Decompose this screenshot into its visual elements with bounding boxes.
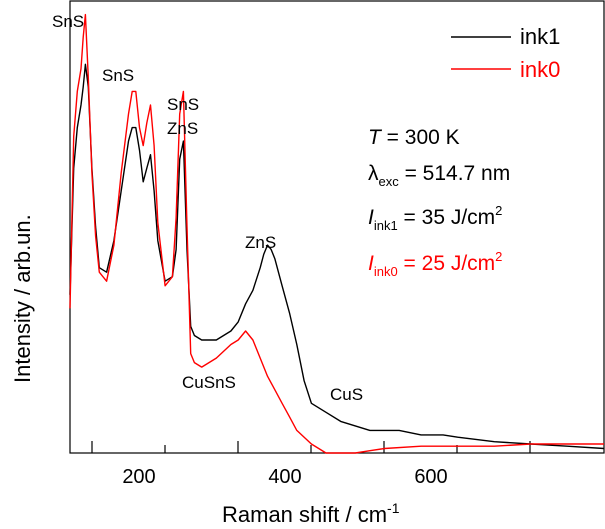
param-wavelength-value: = 514.7 nm — [399, 162, 511, 185]
param-ink1-fluence: Iink1 = 35 J/cm2 — [368, 203, 502, 233]
series-line-ink0 — [69, 13, 604, 454]
annotation-sns-1: SnS — [52, 12, 84, 31]
legend: ink1 ink0 — [451, 24, 560, 82]
param-ink0-fluence: Iink0 = 25 J/cm2 — [368, 249, 502, 279]
annotation-cusns: CuSnS — [182, 373, 236, 392]
annotation-zns-1: ZnS — [167, 119, 198, 138]
param-ink0-sup: 2 — [495, 249, 502, 264]
param-temperature-symbol: T — [368, 126, 383, 149]
param-ink1-value: = 35 J/cm — [398, 206, 495, 229]
param-ink1-symbol: I — [368, 206, 374, 229]
x-axis-title-sup: -1 — [387, 500, 400, 516]
param-ink0-symbol: I — [368, 252, 374, 275]
x-tick-label: 200 — [122, 466, 155, 488]
param-ink1-sup: 2 — [495, 203, 502, 218]
param-wavelength: λexc = 514.7 nm — [368, 162, 510, 189]
param-temperature-value: = 300 K — [381, 126, 460, 149]
x-tick-label: 600 — [414, 466, 447, 488]
param-temperature: T = 300 K — [368, 126, 460, 149]
param-wavelength-symbol: λ — [368, 162, 379, 185]
annotation-sns-3: SnS — [167, 95, 199, 114]
x-axis-title: Raman shift / cm-1 — [222, 500, 400, 527]
legend-label-ink1: ink1 — [520, 24, 560, 49]
param-wavelength-sub: exc — [379, 174, 400, 189]
x-tick-label: 400 — [268, 466, 301, 488]
annotation-sns-2: SnS — [102, 66, 134, 85]
legend-label-ink0: ink0 — [520, 57, 560, 82]
x-axis-title-text: Raman shift / cm — [222, 502, 387, 527]
param-ink1-sub: ink1 — [374, 218, 398, 233]
annotation-cus: CuS — [330, 385, 363, 404]
series-line-ink1 — [69, 63, 605, 450]
param-ink0-value: = 25 J/cm — [398, 252, 495, 275]
y-axis-title: Intensity / arb.un. — [10, 214, 35, 383]
parameters-block: T = 300 K λexc = 514.7 nm Iink1 = 35 J/c… — [368, 126, 510, 279]
param-ink0-sub: ink0 — [374, 264, 398, 279]
annotation-zns-2: ZnS — [245, 233, 276, 252]
